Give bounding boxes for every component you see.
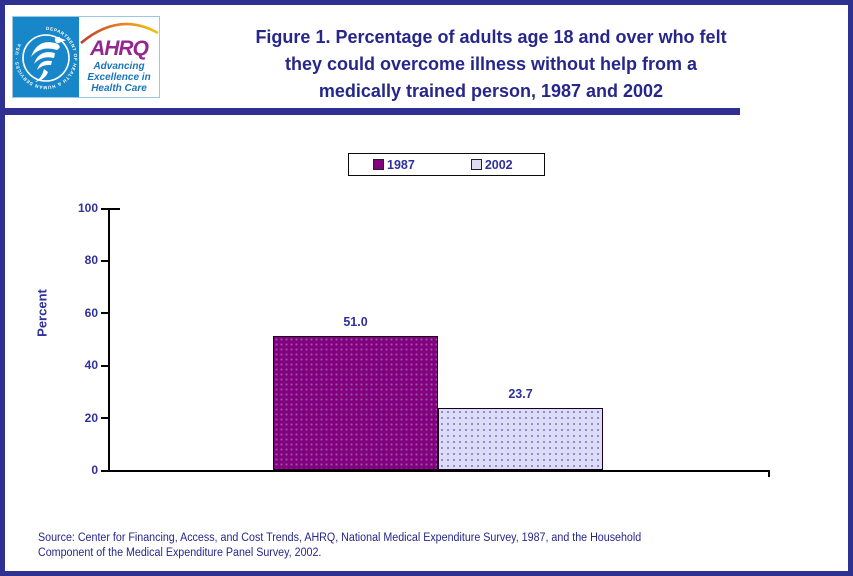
source-note: Source: Center for Financing, Access, an… <box>38 531 782 560</box>
figure-title-line2: they could overcome illness without help… <box>284 54 698 74</box>
bar-2002 <box>438 407 603 470</box>
y-tick-mark <box>101 469 108 472</box>
tagline-line2: Excellence in <box>87 72 151 83</box>
hhs-eagle-icon: DEPARTMENT OF HEALTH & HUMAN SERVICES · … <box>14 26 77 90</box>
x-axis-end-tick <box>768 472 770 477</box>
ahrq-acronym: AHRQ <box>90 37 149 60</box>
bar-1987 <box>273 336 438 470</box>
legend: 1987 2002 <box>348 153 545 176</box>
figure-title-line3: medically trained person, 1987 and 2002 <box>318 81 664 101</box>
figure-title: Figure 1. Percentage of adults age 18 an… <box>185 24 797 105</box>
ahrq-tagline: Advancing Excellence in Health Care <box>79 61 159 94</box>
header-divider-bar <box>0 108 740 115</box>
legend-label-2002: 2002 <box>484 157 513 172</box>
tagline-line3: Health Care <box>91 83 147 94</box>
figure-title-line1: Figure 1. Percentage of adults age 18 an… <box>255 27 727 47</box>
rainbow-arc-icon <box>80 22 159 44</box>
y-tick-label: 0 <box>91 463 98 477</box>
y-tick-label: 80 <box>84 253 98 268</box>
legend-item-1987: 1987 <box>373 158 415 172</box>
x-axis <box>108 470 770 472</box>
ahrq-wordmark: AHRQ Advancing Excellence in Health Care <box>79 17 159 97</box>
y-tick-label: 40 <box>84 358 98 373</box>
legend-label-1987: 1987 <box>387 157 415 172</box>
y-tick-mark <box>101 312 108 315</box>
legend-swatch-2002 <box>470 159 482 170</box>
ahrq-hhs-logo: DEPARTMENT OF HEALTH & HUMAN SERVICES · … <box>12 16 160 98</box>
hhs-seal: DEPARTMENT OF HEALTH & HUMAN SERVICES · … <box>13 17 79 97</box>
y-tick-label: 60 <box>84 305 98 320</box>
y-tick-mark <box>101 417 108 420</box>
y-axis-top-cap <box>110 208 120 210</box>
bar-value-label-1987: 51.0 <box>343 315 368 330</box>
source-line1: Source: Center for Financing, Access, an… <box>38 532 642 544</box>
bar-value-label-2002: 23.7 <box>508 386 533 401</box>
y-tick-mark <box>101 364 108 367</box>
legend-swatch-1987 <box>373 159 384 170</box>
y-axis <box>108 208 110 472</box>
y-tick-mark <box>101 259 108 262</box>
y-tick-label: 100 <box>77 201 98 215</box>
legend-item-2002: 2002 <box>470 157 513 172</box>
source-line2: Component of the Medical Expenditure Pan… <box>38 546 322 559</box>
y-tick-label: 20 <box>84 410 98 425</box>
tagline-line1: Advancing <box>93 61 145 72</box>
y-tick-mark <box>101 207 108 210</box>
